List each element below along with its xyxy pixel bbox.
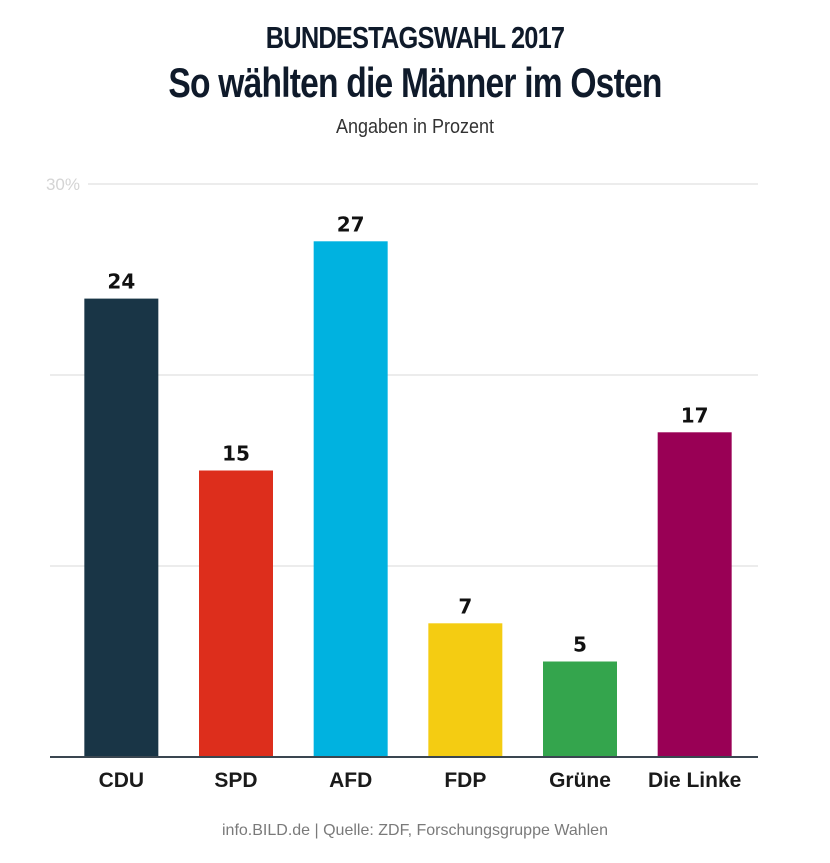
bar-afd [313, 241, 388, 758]
grid-layer: 30% [46, 175, 758, 567]
label-layer: 24 CDU 15 SPD 27 AFD 7 FDP 5 Grüne 17 Die Linke [50, 212, 758, 792]
data-label: 27 [337, 212, 365, 236]
x-tick-label: SPD [214, 769, 257, 792]
chart-title: So wählten die Männer im Osten [168, 59, 662, 106]
bar-die-linke [657, 432, 732, 757]
data-label: 17 [681, 403, 709, 427]
x-tick-label: AFD [329, 769, 372, 792]
data-label: 15 [222, 442, 250, 466]
x-tick-label: CDU [99, 769, 145, 792]
source-footer: info.BILD.de | Quelle: ZDF, Forschungsgr… [222, 822, 608, 839]
data-label: 5 [573, 633, 587, 657]
x-tick-label: Die Linke [648, 769, 741, 792]
bar-layer [84, 241, 732, 758]
y-tick-label: 30% [46, 175, 80, 194]
bar-spd [199, 470, 273, 757]
bar-fdp [428, 623, 503, 757]
x-tick-label: FDP [444, 769, 486, 792]
chart-subtitle: Angaben in Prozent [335, 116, 495, 138]
bar-grüne [543, 661, 617, 757]
bar-cdu [84, 298, 159, 757]
chart-kicker: BUNDESTAGSWAHL 2017 [265, 20, 565, 55]
x-tick-label: Grüne [549, 769, 611, 792]
data-label: 7 [458, 594, 472, 618]
data-label: 24 [107, 270, 135, 294]
